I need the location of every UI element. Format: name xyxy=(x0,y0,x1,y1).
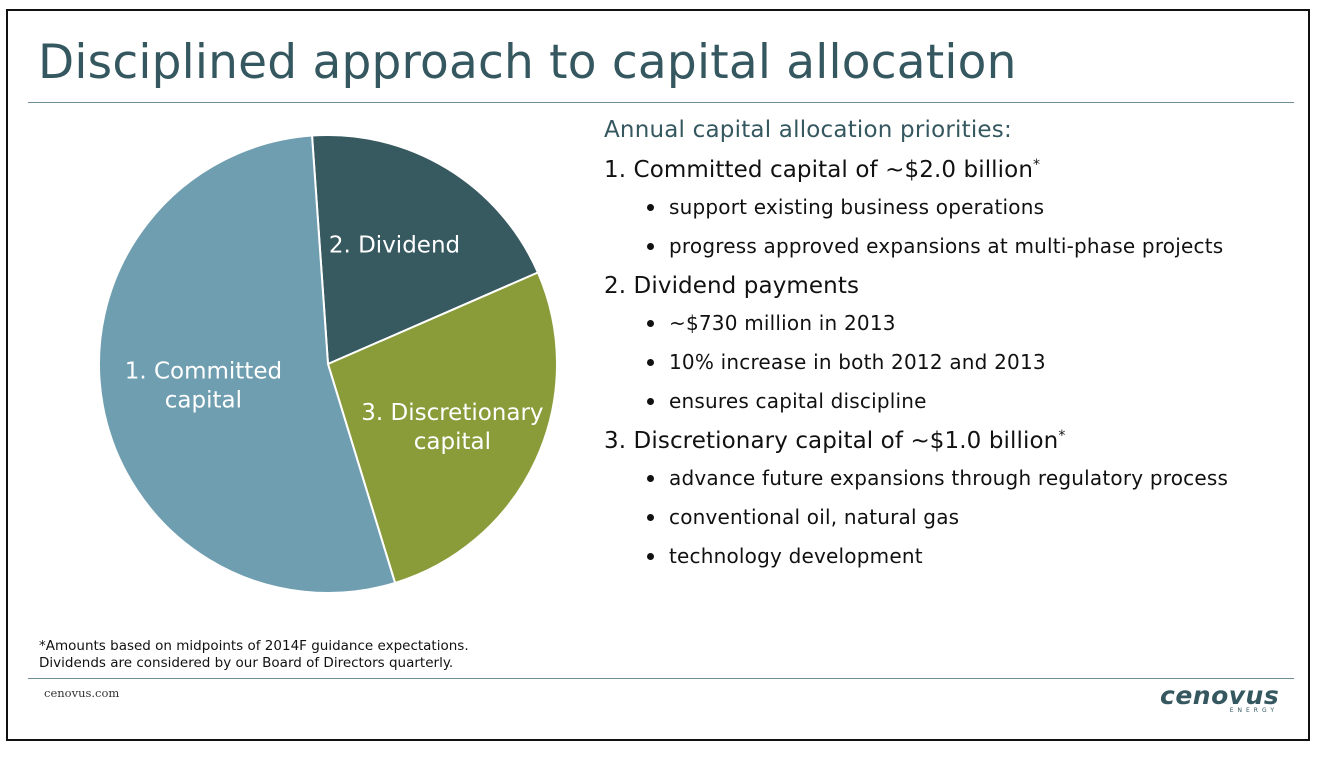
pie-label-dividend: 2. Dividend xyxy=(329,232,460,258)
pie-slice-committed xyxy=(98,134,397,594)
footnote-marker: * xyxy=(1033,157,1041,173)
bullet-list: support existing business operations pro… xyxy=(604,195,1304,258)
bullet-text: support existing business operations xyxy=(669,195,1045,219)
bullet-icon xyxy=(647,243,654,250)
bullet-icon xyxy=(647,553,654,560)
bullet-list: ~$730 million in 2013 10% increase in bo… xyxy=(604,311,1304,413)
website-link[interactable]: cenovus.com xyxy=(44,686,120,700)
priority-item-dividend: 2. Dividend payments xyxy=(604,273,1304,299)
footnote-line: *Amounts based on midpoints of 2014F gui… xyxy=(39,638,469,654)
list-item: technology development xyxy=(642,544,1304,568)
bullet-text: ~$730 million in 2013 xyxy=(669,311,896,335)
cenovus-logo: cenovus ENERGY xyxy=(1160,683,1280,723)
bullet-text: ensures capital discipline xyxy=(669,389,927,413)
pie-label-committed: 1. Committed capital xyxy=(125,358,282,413)
bullet-icon xyxy=(647,514,654,521)
list-item: conventional oil, natural gas xyxy=(642,505,1304,529)
footnote: *Amounts based on midpoints of 2014F gui… xyxy=(39,638,469,672)
slide: Disciplined approach to capital allocati… xyxy=(6,9,1310,741)
bullet-text: 10% increase in both 2012 and 2013 xyxy=(669,350,1046,374)
priorities-heading: Annual capital allocation priorities: xyxy=(604,117,1012,143)
priority-label: 3. Discretionary capital of ~$1.0 billio… xyxy=(604,428,1059,454)
logo-wordmark: cenovus xyxy=(1160,681,1280,710)
bullet-icon xyxy=(647,475,654,482)
list-item: support existing business operations xyxy=(642,195,1304,219)
bullet-icon xyxy=(647,398,654,405)
list-item: 10% increase in both 2012 and 2013 xyxy=(642,350,1304,374)
list-item: advance future expansions through regula… xyxy=(642,466,1304,490)
priority-item-discretionary: 3. Discretionary capital of ~$1.0 billio… xyxy=(604,428,1304,454)
title-divider xyxy=(28,102,1294,103)
footer-divider xyxy=(28,678,1294,679)
pie-slice-discretionary xyxy=(326,271,558,585)
pie-chart: 2. Dividend 3. Discretionary capital 1. Com… xyxy=(98,134,558,594)
list-item: progress approved expansions at multi-ph… xyxy=(642,234,1304,258)
priorities-panel: Annual capital allocation priorities: 1.… xyxy=(604,117,1304,583)
bullet-text: conventional oil, natural gas xyxy=(669,505,960,529)
logo-tagline: ENERGY xyxy=(1229,707,1278,714)
footnote-line: Dividends are considered by our Board of… xyxy=(39,655,454,671)
pie-slice-dividend xyxy=(310,134,540,366)
priority-label: 1. Committed capital of ~$2.0 billion xyxy=(604,157,1034,183)
page-title: Disciplined approach to capital allocati… xyxy=(38,35,1017,90)
list-item: ~$730 million in 2013 xyxy=(642,311,1304,335)
bullet-text: technology development xyxy=(669,544,923,568)
list-item: ensures capital discipline xyxy=(642,389,1304,413)
bullet-icon xyxy=(647,320,654,327)
bullet-list: advance future expansions through regula… xyxy=(604,466,1304,568)
bullet-icon xyxy=(647,359,654,366)
priority-label: 2. Dividend payments xyxy=(604,273,860,299)
footnote-marker: * xyxy=(1058,428,1066,444)
bullet-text: advance future expansions through regula… xyxy=(669,466,1229,490)
priority-item-committed: 1. Committed capital of ~$2.0 billion* xyxy=(604,157,1304,183)
bullet-icon xyxy=(647,204,654,211)
bullet-text: progress approved expansions at multi-ph… xyxy=(669,234,1224,258)
pie-label-discretionary: 3. Discretionary capital xyxy=(361,400,543,455)
